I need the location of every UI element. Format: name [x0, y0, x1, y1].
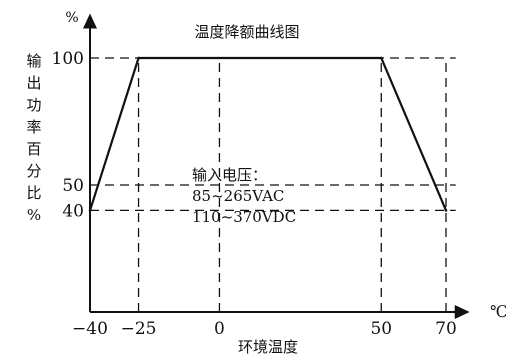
annotation-line: 85~265VAC	[192, 187, 284, 205]
tick-labels: 40 50 100 −40 −25 0 50 70	[52, 49, 457, 339]
y-axis-label-char: 分	[26, 162, 41, 180]
y-axis-label-char: %	[27, 206, 41, 224]
axes	[83, 13, 470, 319]
y-unit-label: %	[65, 10, 78, 26]
reference-lines	[90, 57, 456, 312]
x-tick-label: 0	[214, 319, 225, 339]
derating-line	[88, 56, 448, 211]
y-axis-label-char: 百	[26, 140, 41, 158]
y-tick-label: 100	[52, 49, 84, 69]
y-axis-label-char: 率	[26, 118, 41, 136]
x-tick-label: 70	[435, 319, 457, 339]
annotation-line: 输入电压：	[192, 166, 267, 184]
data-point	[137, 56, 140, 60]
chart-title: 温度降额曲线图	[194, 23, 299, 41]
input-voltage-annotation: 输入电压： 85~265VAC 110~370VDC	[192, 166, 296, 226]
y-axis-arrow	[83, 13, 97, 29]
y-tick-label: 40	[62, 201, 84, 221]
x-tick-label: 50	[370, 319, 392, 339]
y-axis-label-char: 比	[26, 184, 41, 202]
series	[88, 56, 448, 212]
data-point	[88, 209, 92, 212]
x-tick-label: −25	[121, 319, 157, 339]
y-axis-label-char: 输	[26, 52, 41, 70]
y-axis-label-char: 出	[26, 74, 41, 92]
x-axis-arrow	[454, 305, 470, 319]
annotation-line: 110~370VDC	[192, 208, 296, 226]
x-axis-label: 环境温度	[238, 338, 298, 356]
x-unit-label: ℃	[490, 302, 506, 321]
data-point	[444, 209, 448, 212]
data-point	[379, 56, 383, 60]
y-axis-label-char: 功	[26, 96, 41, 114]
x-tick-label: −40	[72, 319, 108, 339]
y-tick-label: 50	[62, 176, 84, 196]
